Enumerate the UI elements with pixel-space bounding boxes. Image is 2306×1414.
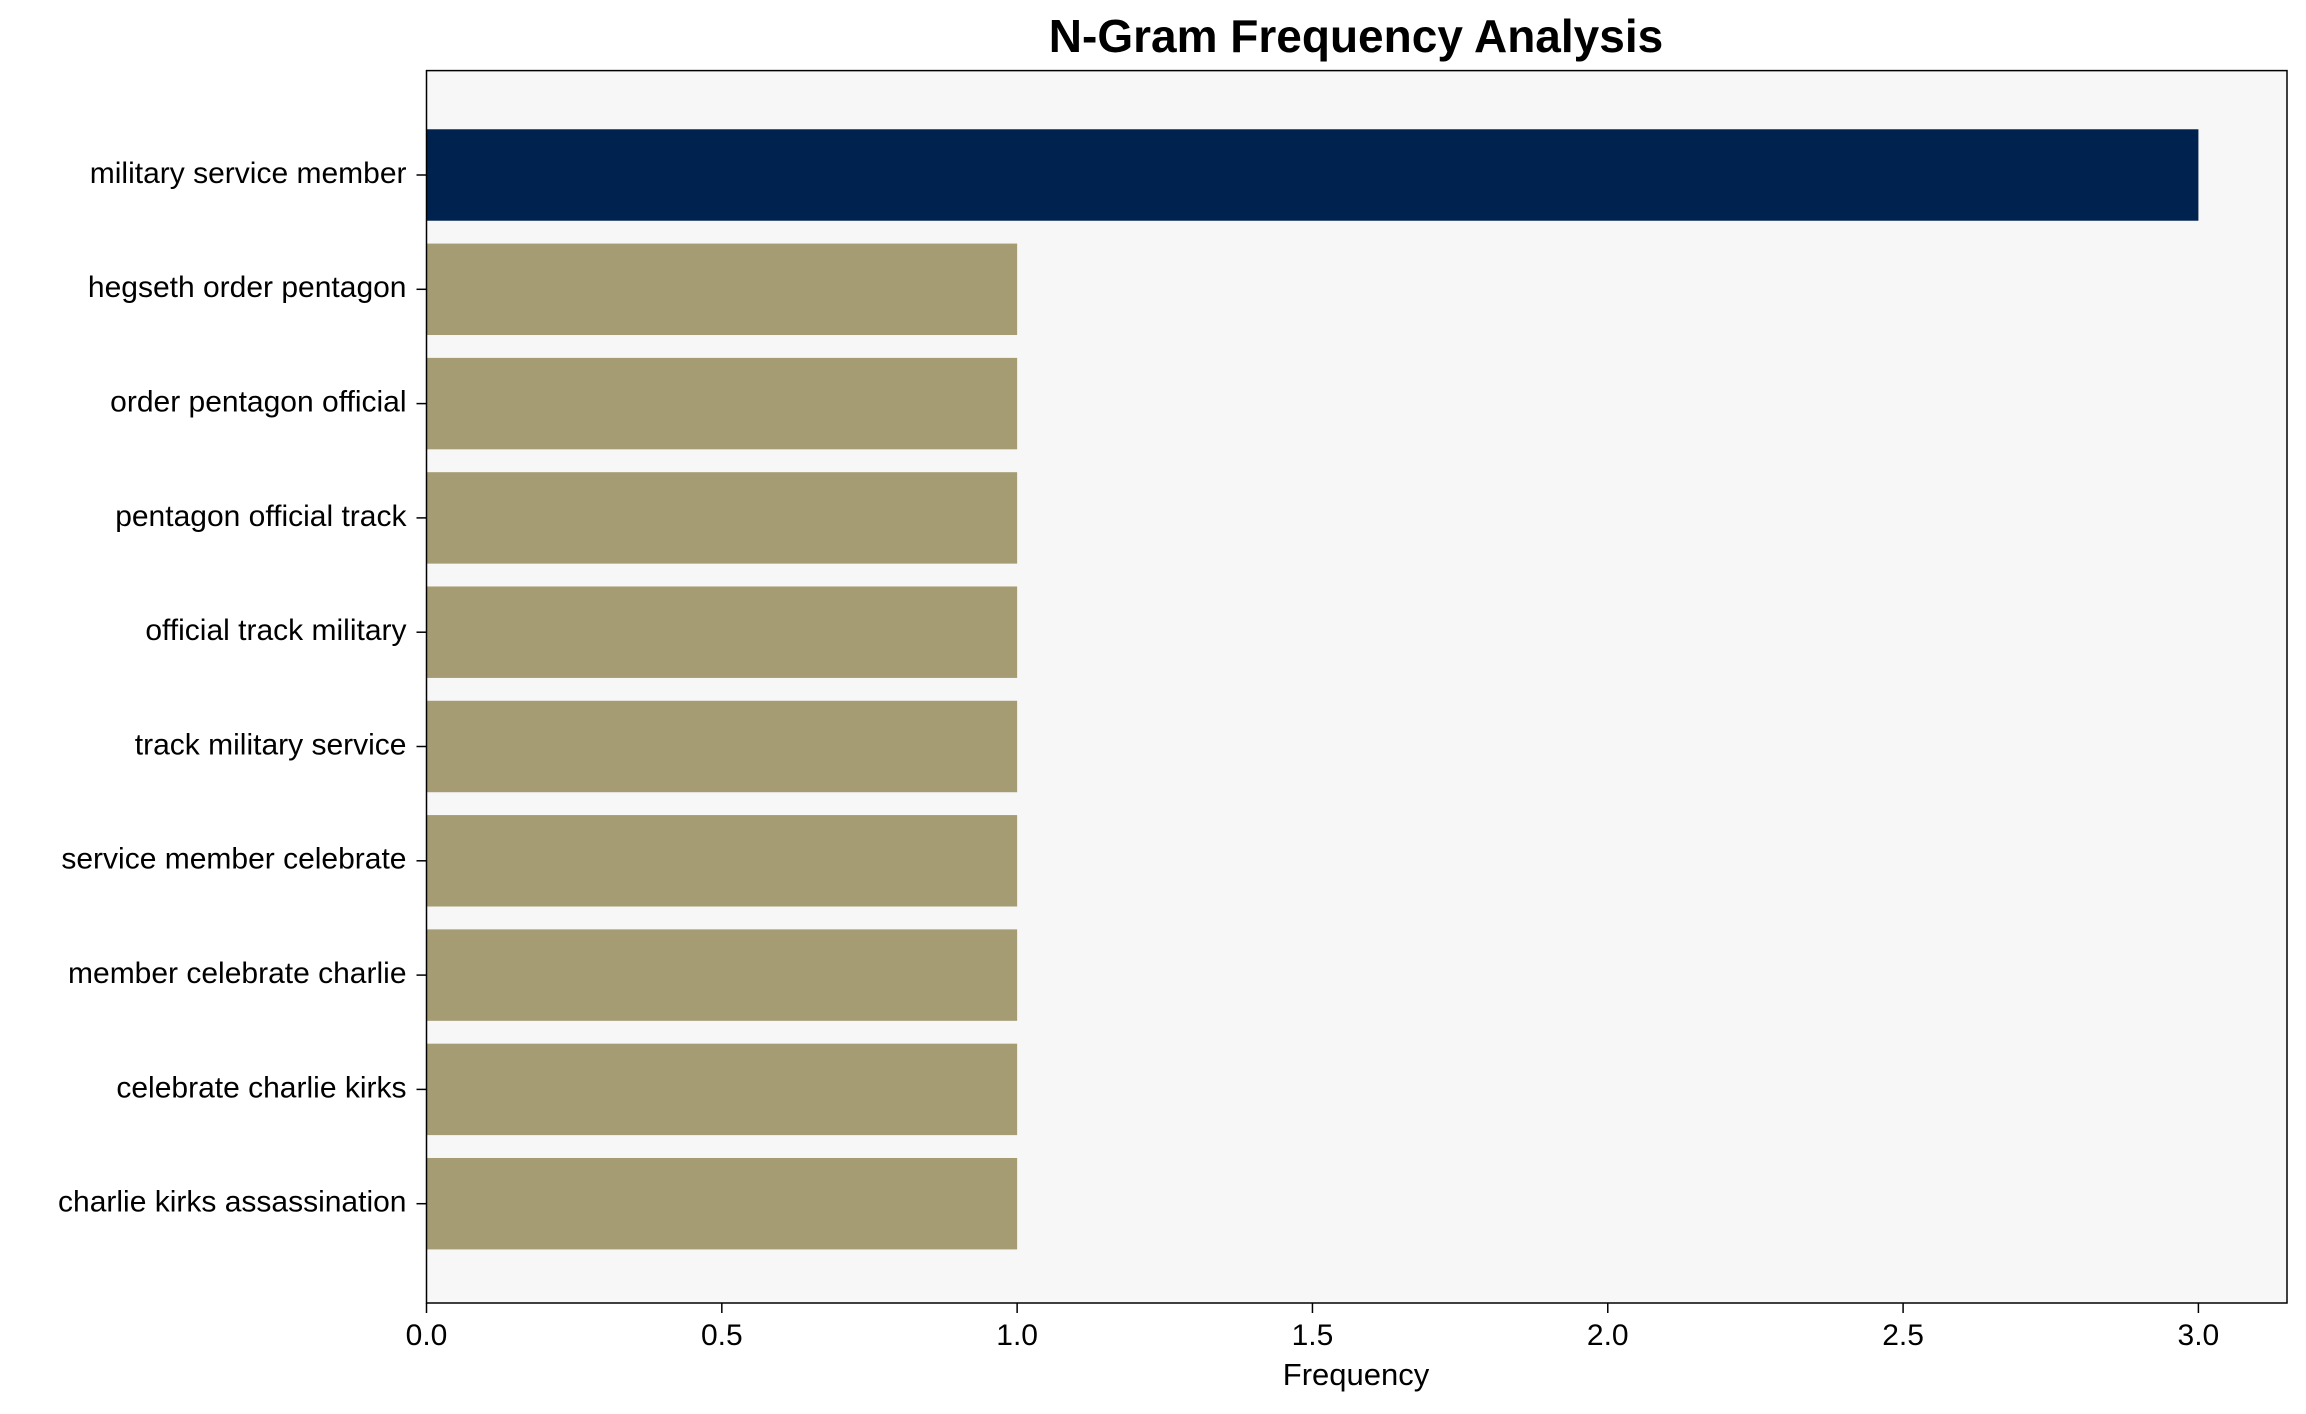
bar — [426, 472, 1018, 564]
y-tick-label: celebrate charlie kirks — [116, 1071, 406, 1104]
bar — [426, 815, 1018, 907]
y-tick-label: track military service — [135, 728, 407, 761]
bar — [426, 586, 1018, 678]
y-tick-label: official track military — [145, 614, 406, 647]
x-tick-label: 1.0 — [996, 1319, 1038, 1352]
bar — [426, 929, 1018, 1021]
x-tick-label: 2.0 — [1587, 1319, 1629, 1352]
x-tick-label: 3.0 — [2178, 1319, 2220, 1352]
bar — [426, 129, 2199, 221]
x-tick-label: 2.5 — [1882, 1319, 1924, 1352]
bar — [426, 243, 1018, 336]
y-tick-label: hegseth order pentagon — [88, 271, 407, 304]
y-tick-label: pentagon official track — [115, 500, 407, 533]
y-tick-label: charlie kirks assassination — [58, 1186, 406, 1219]
y-tick-label: service member celebrate — [61, 843, 406, 876]
chart-title: N-Gram Frequency Analysis — [1049, 10, 1663, 62]
x-axis-label: Frequency — [1283, 1357, 1430, 1392]
x-tick-label: 0.0 — [406, 1319, 448, 1352]
y-tick-label: military service member — [90, 157, 407, 190]
x-tick-label: 1.5 — [1292, 1319, 1334, 1352]
y-tick-label: order pentagon official — [110, 386, 406, 419]
plot-frame — [425, 69, 2288, 1304]
bar — [426, 1043, 1018, 1136]
bar — [426, 357, 1018, 450]
y-tick-label: member celebrate charlie — [68, 957, 406, 990]
bar — [426, 1157, 1018, 1250]
bar — [426, 700, 1018, 793]
x-tick-label: 0.5 — [701, 1319, 743, 1352]
